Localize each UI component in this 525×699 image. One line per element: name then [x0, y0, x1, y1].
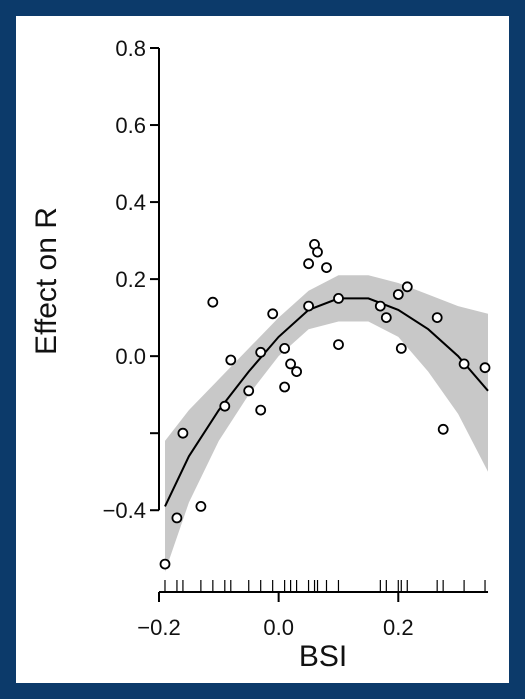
data-point-19 — [312, 246, 323, 258]
data-point-25 — [392, 289, 404, 300]
y-tick-label: −0.4 — [103, 498, 146, 523]
data-point-10 — [255, 346, 267, 358]
y-tick-label: 0.8 — [115, 36, 146, 61]
x-tick-label: −0.2 — [137, 615, 180, 640]
y-tick-label: 0.0 — [115, 344, 146, 369]
confidence-band — [165, 275, 488, 572]
y-tick-label: 0.4 — [115, 190, 146, 215]
data-point-3 — [177, 427, 189, 439]
y-tick-label: 0.2 — [115, 267, 146, 292]
data-point-20 — [321, 262, 332, 274]
y-axis: −0.4 0.0 0.2 0.4 0.6 0.8 — [103, 36, 160, 523]
fit-line-layer — [164, 297, 489, 507]
chart-panel: −0.4 0.0 0.2 0.4 0.6 0.8 −0.2 0.0 0.2 Effect on… — [16, 16, 509, 683]
data-point-24 — [380, 312, 392, 324]
data-point-2 — [171, 512, 183, 524]
data-point-9 — [255, 404, 267, 416]
data-point-7 — [225, 354, 237, 366]
data-point-13 — [279, 381, 291, 393]
data-point-16 — [303, 300, 315, 312]
data-point-28 — [431, 312, 443, 324]
data-point-5 — [207, 296, 219, 308]
data-point-8 — [243, 385, 255, 397]
confidence-band-layer — [165, 275, 488, 572]
x-tick-label: 0.2 — [383, 615, 414, 640]
rug-layer — [164, 580, 486, 592]
data-point-14 — [285, 358, 297, 370]
data-point-26 — [395, 342, 407, 354]
data-point-15 — [291, 366, 303, 378]
data-points-layer — [159, 238, 491, 570]
x-tick-label: 0.0 — [263, 615, 294, 640]
data-point-29 — [437, 423, 449, 435]
data-point-23 — [374, 300, 386, 312]
scatter-plot: −0.4 0.0 0.2 0.4 0.6 0.8 −0.2 0.0 0.2 Effect on… — [30, 36, 491, 673]
fit-line — [164, 297, 489, 507]
data-point-17 — [303, 258, 315, 270]
data-point-22 — [333, 339, 344, 351]
data-point-11 — [267, 308, 279, 320]
data-point-27 — [401, 281, 413, 293]
data-point-12 — [279, 342, 291, 354]
data-point-6 — [219, 400, 231, 412]
data-point-21 — [333, 292, 344, 304]
y-tick-label: 0.6 — [115, 113, 146, 138]
x-axis: −0.2 0.0 0.2 — [137, 591, 489, 640]
y-axis-label: Effect on R — [30, 207, 63, 355]
x-axis-label: BSI — [299, 640, 347, 673]
data-point-30 — [458, 358, 470, 370]
data-point-4 — [195, 500, 207, 512]
data-point-1 — [159, 558, 171, 570]
data-point-31 — [479, 362, 491, 374]
